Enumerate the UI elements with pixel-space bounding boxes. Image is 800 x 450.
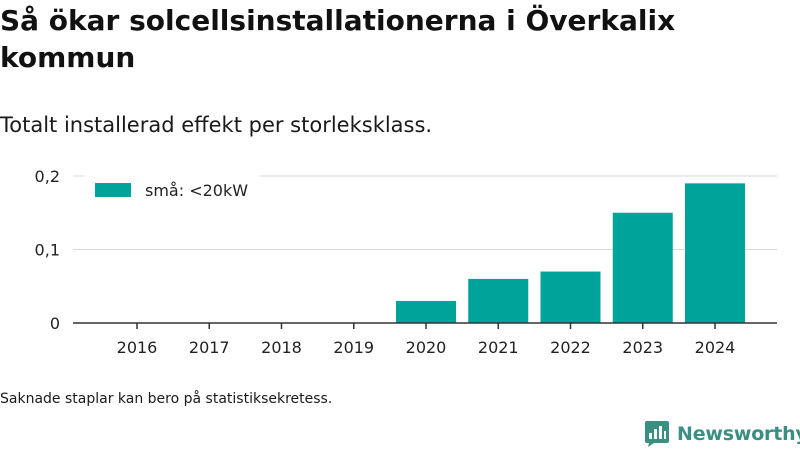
newsworthy-logo: Newsworthy (644, 420, 800, 448)
footnote: Saknade staplar kan bero på statistiksek… (0, 391, 333, 407)
x-tick-label: 2018 (261, 338, 302, 357)
x-tick-label: 2024 (695, 338, 736, 357)
x-tick-label: 2019 (333, 338, 374, 357)
bar-chart: 0 0,1 0,2 2016 2017 2018 2019 2020 2021 2022 2023 2… (35, 167, 777, 357)
x-tick-label: 2020 (406, 338, 447, 357)
bar-2021 (468, 278, 529, 323)
legend: små: <20kW (84, 172, 260, 206)
bar-2023 (612, 212, 673, 323)
x-tick-label: 2017 (189, 338, 230, 357)
bar-2020 (396, 300, 456, 323)
legend-label: små: <20kW (145, 181, 248, 200)
x-tick-label: 2022 (550, 338, 591, 357)
brand-name: Newsworthy (677, 423, 800, 445)
x-tick-label: 2023 (622, 338, 663, 357)
bars (396, 183, 745, 323)
y-tick-label: 0 (50, 314, 60, 333)
x-tick-label: 2016 (117, 338, 158, 357)
bar-2024 (685, 183, 745, 323)
chart-subtitle: Totalt installerad effekt per storlekskl… (0, 113, 433, 137)
axes: 0 0,1 0,2 2016 2017 2018 2019 2020 2021 2022 2023 2… (35, 167, 777, 357)
y-tick-label: 0,2 (35, 167, 60, 186)
bar-2022 (540, 271, 601, 323)
x-tick-label: 2021 (478, 338, 519, 357)
bar-chart-logo-icon (645, 421, 669, 447)
chart-title: Så ökar solcellsinstallationerna i Överk… (0, 4, 676, 74)
y-tick-label: 0,1 (35, 241, 60, 260)
legend-swatch (95, 183, 131, 197)
